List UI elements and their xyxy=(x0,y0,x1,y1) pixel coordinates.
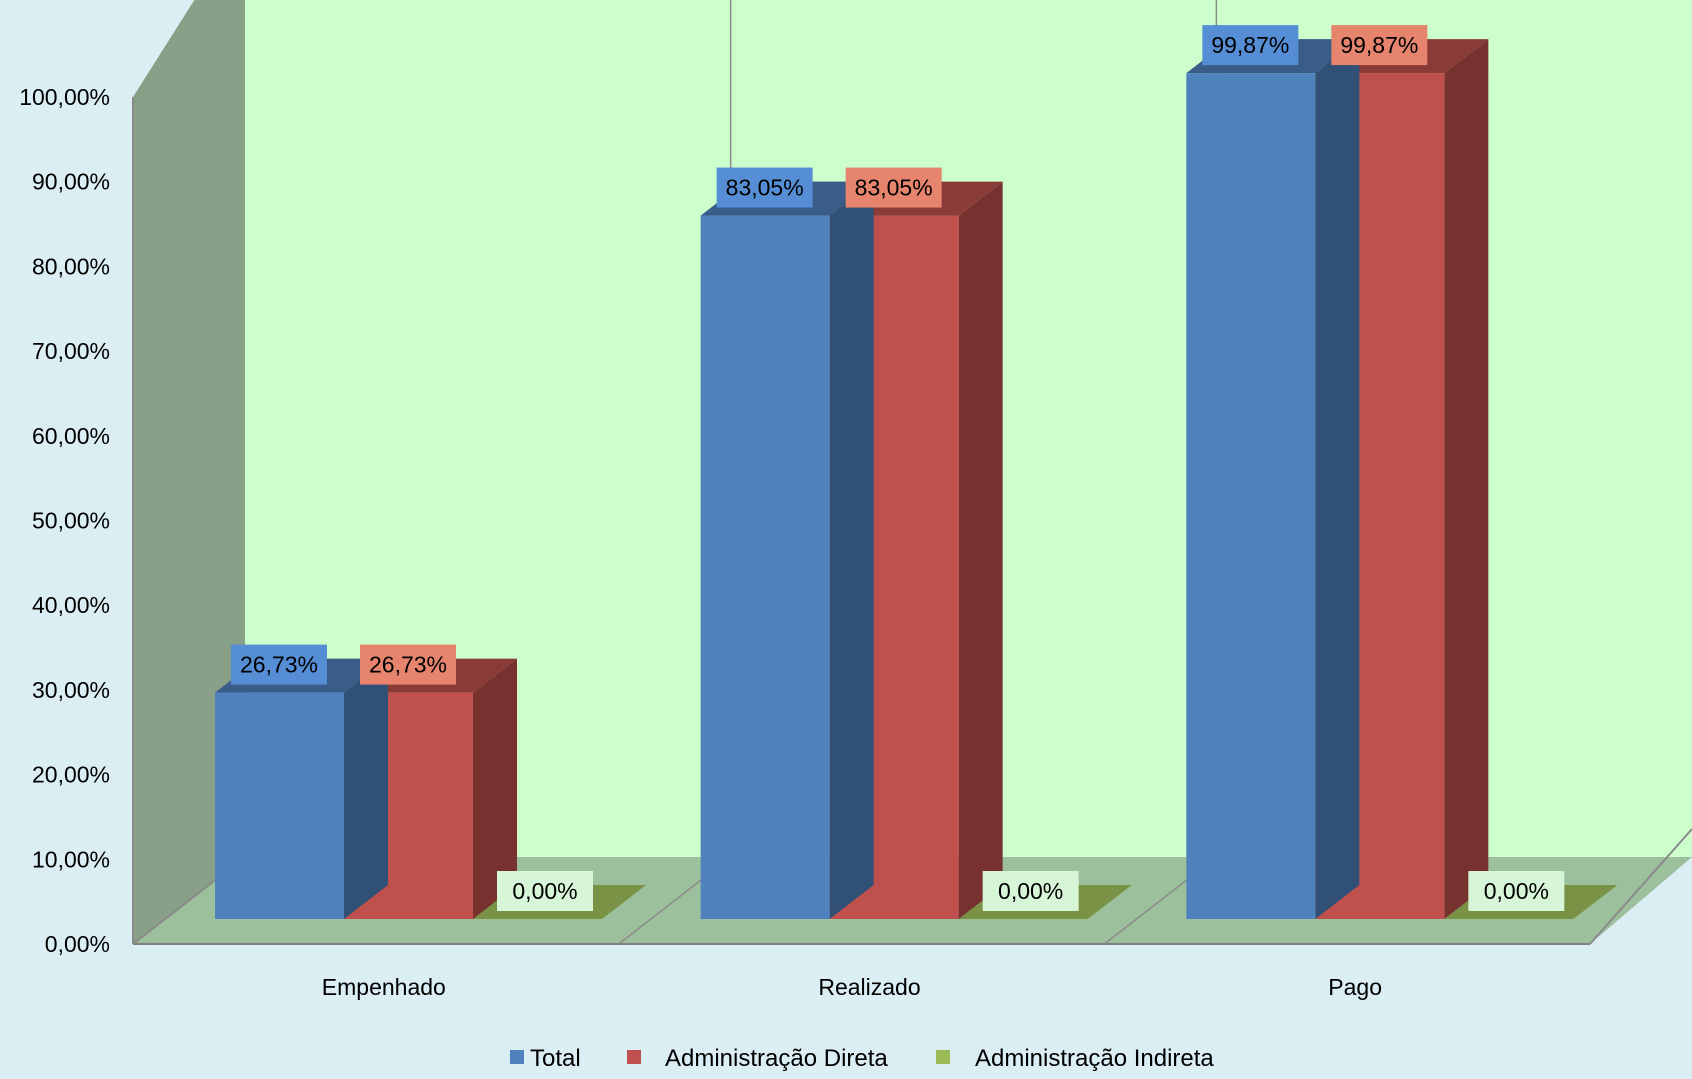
data-label-box xyxy=(845,167,942,208)
data-label-box xyxy=(497,871,593,911)
legend-swatch xyxy=(936,1050,950,1064)
legend-label: Administração Direta xyxy=(665,1045,888,1072)
bar-total xyxy=(215,658,388,919)
y-tick-label: 10,00% xyxy=(32,846,110,872)
y-tick-label: 60,00% xyxy=(32,423,110,449)
data-label-box xyxy=(716,167,813,208)
x-tick-label: Pago xyxy=(1328,974,1382,1000)
y-tick-label: 100,00% xyxy=(19,84,110,110)
y-tick-label: 80,00% xyxy=(32,253,110,279)
bar-side-face xyxy=(344,658,388,919)
data-label: 0,00% xyxy=(1484,878,1549,904)
bar-side-face xyxy=(958,181,1003,919)
x-tick-label: Empenhado xyxy=(322,974,446,1000)
bar xyxy=(1186,73,1316,920)
y-tick-label: 20,00% xyxy=(32,762,110,788)
y-tick-label: 90,00% xyxy=(32,169,110,195)
bar-side-face xyxy=(473,658,517,919)
data-label: 83,05% xyxy=(726,175,804,201)
y-tick-label: 0,00% xyxy=(45,931,110,957)
data-label: 83,05% xyxy=(855,175,933,201)
data-label-box xyxy=(1468,871,1565,911)
data-label: 26,73% xyxy=(240,652,318,678)
bar-side-face xyxy=(1444,39,1489,920)
bar-side-face xyxy=(829,181,874,919)
data-label-box xyxy=(231,644,327,685)
legend-swatch xyxy=(627,1050,641,1064)
legend-label: Total xyxy=(530,1045,581,1072)
bar xyxy=(215,692,344,919)
y-tick-label: 50,00% xyxy=(32,508,110,534)
y-tick-label: 30,00% xyxy=(32,677,110,703)
bar-side-face xyxy=(1315,39,1360,920)
data-label: 0,00% xyxy=(998,878,1063,904)
y-tick-label: 70,00% xyxy=(32,338,110,364)
bar-total xyxy=(1186,39,1360,920)
legend-swatch xyxy=(510,1050,524,1064)
legend-label: Administração Indireta xyxy=(975,1045,1214,1072)
data-label-box xyxy=(360,644,456,685)
x-tick-label: Realizado xyxy=(818,974,920,1000)
bar-total xyxy=(700,181,874,919)
data-label-box xyxy=(1202,25,1299,66)
data-label: 99,87% xyxy=(1211,32,1289,58)
y-tick-label: 40,00% xyxy=(32,592,110,618)
floor-edge-right xyxy=(1589,828,1692,945)
data-label: 26,73% xyxy=(369,652,447,678)
data-label-box xyxy=(1331,25,1428,66)
data-label-box xyxy=(982,871,1079,911)
bar xyxy=(700,215,830,919)
data-label: 99,87% xyxy=(1340,32,1418,58)
data-label: 0,00% xyxy=(512,878,577,904)
